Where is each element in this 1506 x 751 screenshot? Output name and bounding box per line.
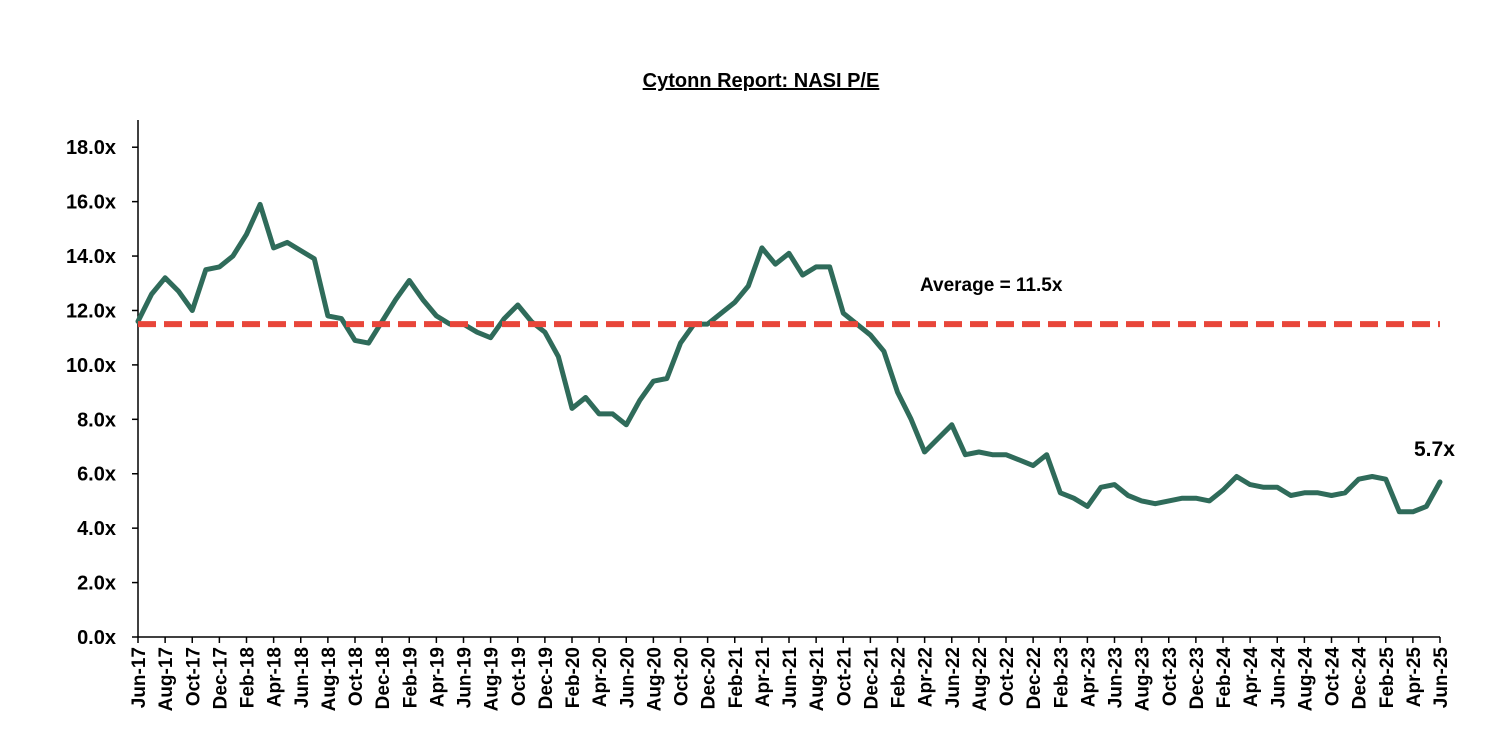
x-tick-label: Dec-23 — [1187, 647, 1208, 709]
x-tick-label: Feb-23 — [1051, 647, 1072, 708]
x-tick-label: Apr-23 — [1078, 647, 1099, 707]
x-tick-label: Jun-24 — [1268, 647, 1289, 709]
x-tick-label: Jun-18 — [292, 647, 313, 708]
x-tick-label: Jun-17 — [129, 647, 150, 708]
x-tick-label: Aug-23 — [1133, 647, 1154, 711]
x-tick-label: Apr-21 — [753, 647, 774, 708]
x-tick-label: Feb-22 — [889, 647, 910, 708]
x-tick-label: Aug-18 — [319, 647, 340, 711]
x-tick-label: Jun-22 — [943, 647, 964, 708]
pe-series-line — [135, 201, 1443, 515]
x-tick-label: Feb-25 — [1377, 647, 1398, 709]
y-tick-label: 18.0x — [66, 137, 116, 159]
series-layer — [135, 201, 1443, 515]
y-tick-label: 8.0x — [77, 409, 116, 431]
chart-title: Cytonn Report: NASI P/E — [643, 70, 880, 92]
x-tick-label: Jun-21 — [780, 647, 801, 709]
x-tick-label: Aug-17 — [156, 647, 177, 711]
x-tick-label: Oct-22 — [997, 647, 1018, 706]
y-tick-label: 10.0x — [66, 355, 116, 377]
x-tick-label: Apr-22 — [916, 647, 937, 707]
x-tick-label: Oct-19 — [509, 647, 530, 706]
y-tick-label: 16.0x — [66, 192, 116, 214]
y-tick-label: 0.0x — [77, 627, 116, 649]
x-tick-label: Oct-24 — [1323, 647, 1344, 707]
y-tick-label: 2.0x — [77, 573, 116, 595]
x-tick-label: Aug-19 — [482, 647, 503, 711]
x-tick-label: Oct-17 — [183, 647, 204, 706]
x-tick-label: Dec-19 — [536, 647, 557, 709]
x-tick-label: Aug-22 — [970, 647, 991, 711]
x-tick-label: Apr-18 — [265, 647, 286, 707]
x-tick-label: Feb-20 — [563, 647, 584, 708]
x-tick-label: Jun-23 — [1106, 647, 1127, 708]
x-tick-label: Jun-20 — [617, 647, 638, 708]
y-axis-ticks: 0.0x 2.0x 4.0x 6.0x 8.0x 10.0x 12.0x 14.0x 16.0x… — [66, 137, 138, 649]
y-tick-label: 12.0x — [66, 300, 116, 322]
x-tick-label: Feb-18 — [238, 647, 259, 708]
x-tick-label: Apr-20 — [590, 647, 611, 707]
y-tick-label: 6.0x — [77, 464, 116, 486]
x-tick-label: Aug-21 — [807, 647, 828, 712]
y-tick-label: 4.0x — [77, 518, 116, 540]
x-tick-label: Apr-24 — [1241, 647, 1262, 708]
x-tick-label: Dec-17 — [210, 647, 231, 709]
x-tick-label: Aug-20 — [644, 647, 665, 711]
x-tick-label: Aug-24 — [1295, 647, 1316, 712]
x-tick-label: Dec-22 — [1024, 647, 1045, 709]
x-tick-label: Feb-24 — [1214, 647, 1235, 709]
x-tick-label: Feb-21 — [726, 647, 747, 709]
x-tick-label: Oct-18 — [346, 647, 367, 706]
x-tick-label: Dec-20 — [699, 647, 720, 709]
x-tick-label: Dec-24 — [1350, 647, 1371, 710]
x-tick-label: Dec-18 — [373, 647, 394, 709]
last-value-annotation: 5.7x — [1414, 438, 1455, 461]
y-tick-label: 14.0x — [66, 246, 116, 268]
x-tick-label: Apr-25 — [1404, 647, 1425, 708]
x-tick-label: Oct-23 — [1160, 647, 1181, 706]
x-axis-ticks: Jun-17 Aug-17 Oct-17 Dec-17 Feb-18 Apr-18 Jun-… — [129, 637, 1452, 711]
average-annotation: Average = 11.5x — [920, 275, 1063, 296]
x-tick-label: Oct-20 — [672, 647, 693, 706]
x-tick-label: Apr-19 — [427, 647, 448, 707]
x-tick-label: Jun-19 — [455, 647, 476, 708]
x-tick-label: Jun-25 — [1431, 647, 1452, 709]
x-tick-label: Oct-21 — [834, 647, 855, 707]
x-tick-label: Feb-19 — [400, 647, 421, 708]
x-tick-label: Dec-21 — [861, 647, 882, 710]
